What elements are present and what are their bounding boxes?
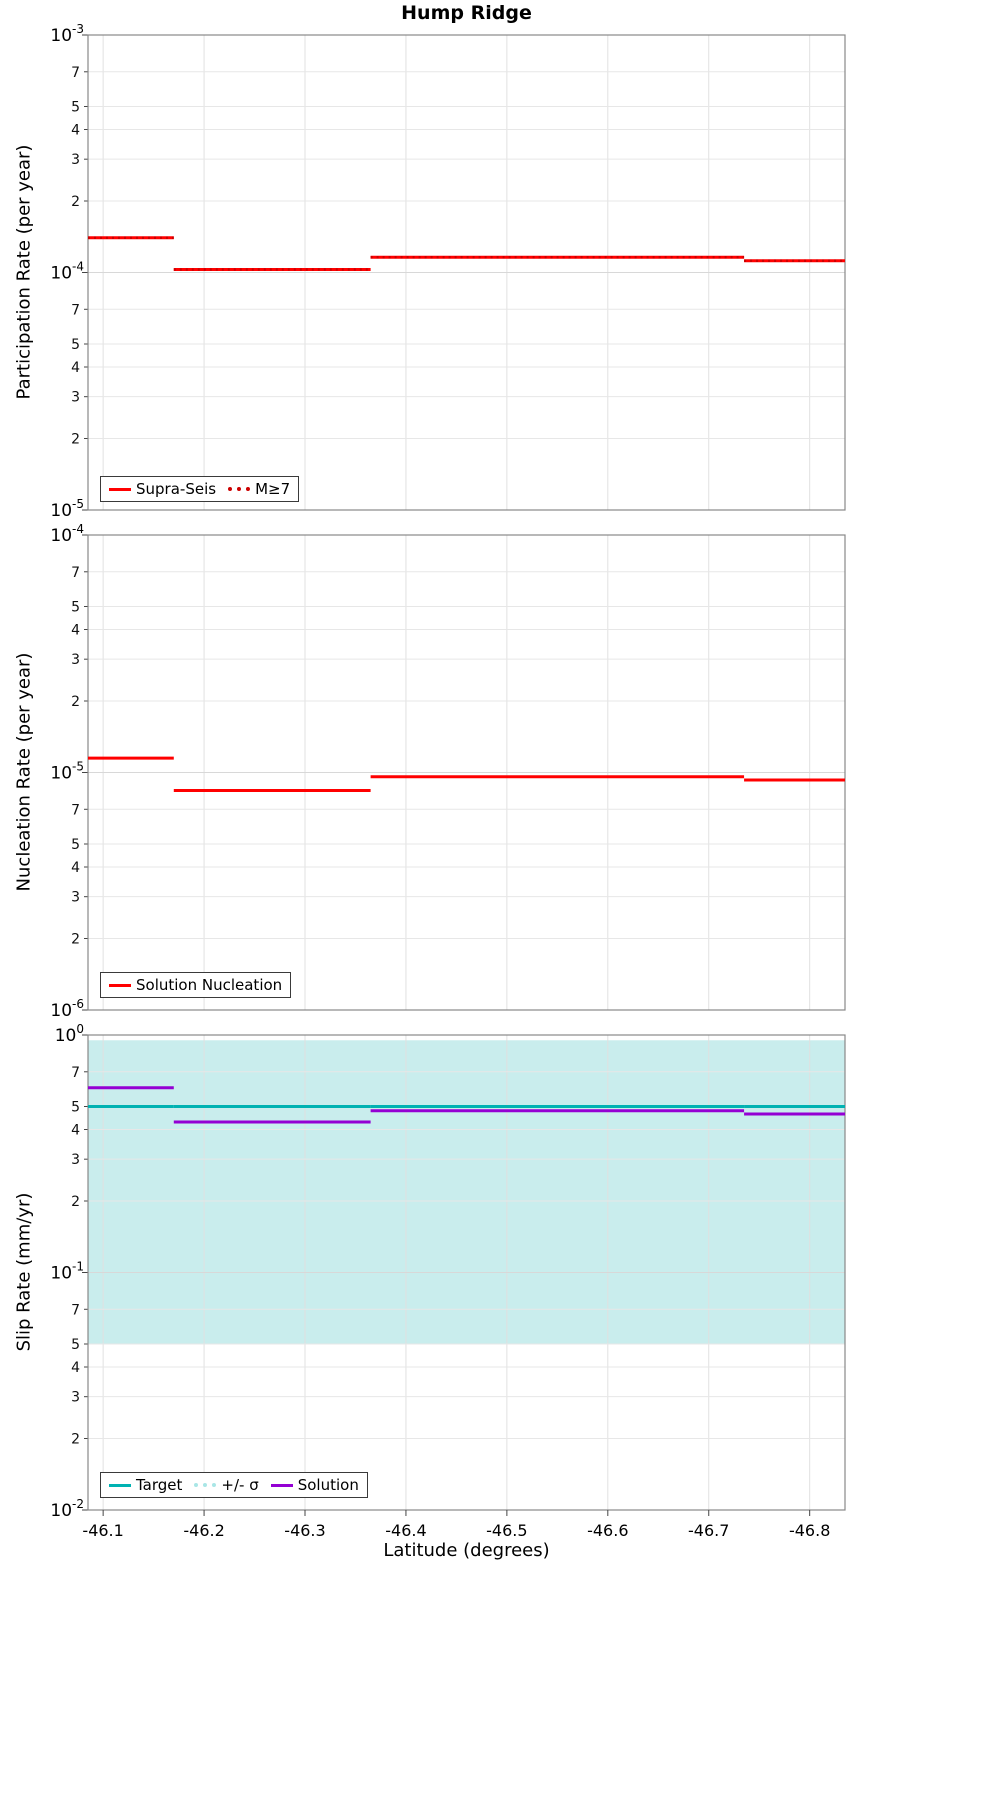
- legend-label-solution-nucleation: Solution Nucleation: [136, 976, 283, 994]
- y-minor-tick-label: 2: [71, 694, 80, 710]
- y-tick-label: 10-1: [50, 1260, 84, 1284]
- legend-item-target: Target: [109, 1476, 182, 1494]
- y-minor-tick-label: 2: [71, 1194, 80, 1210]
- y-tick-label: 10-5: [50, 497, 84, 521]
- solution-nucleation-line-sample: [109, 983, 131, 987]
- y-minor-tick-label: 7: [71, 1302, 80, 1318]
- y-minor-tick-label: 5: [71, 99, 80, 115]
- x-tick-label: -46.7: [688, 1521, 729, 1540]
- y-tick-label: 10-6: [50, 997, 84, 1021]
- y-minor-tick-label: 7: [71, 802, 80, 818]
- x-tick-label: -46.6: [587, 1521, 628, 1540]
- legend-label-supra-seis: Supra-Seis: [136, 480, 217, 498]
- y-tick-label: 100: [55, 1022, 84, 1046]
- y-minor-tick-label: 2: [71, 932, 80, 948]
- legend-item-m7: M≥7: [228, 480, 290, 498]
- y-tick-label: 10-3: [50, 22, 84, 46]
- y-tick-label: 10-4: [50, 522, 84, 546]
- y-minor-tick-label: 4: [71, 1123, 80, 1139]
- y-minor-tick-label: 7: [71, 65, 80, 81]
- y-tick-label: 10-4: [50, 260, 84, 284]
- legend-item-solution: Solution: [270, 1476, 359, 1494]
- y-minor-tick-label: 3: [71, 152, 80, 168]
- chart-title: Hump Ridge: [401, 2, 532, 24]
- y-minor-tick-label: 3: [71, 1390, 80, 1406]
- legend-label-target: Target: [136, 1476, 183, 1494]
- y-minor-tick-label: 3: [71, 1152, 80, 1168]
- y-minor-tick-label: 4: [71, 123, 80, 139]
- legend-item-solution-nucleation: Solution Nucleation: [109, 976, 282, 994]
- legend-label-sigma: +/- σ: [221, 1476, 259, 1494]
- legend-nucleation: Solution Nucleation: [100, 972, 292, 998]
- solution-line-sample: [270, 1483, 293, 1487]
- axis-frame: [87, 34, 846, 511]
- y-minor-tick-label: 2: [71, 1432, 80, 1448]
- y-minor-tick-label: 5: [71, 1337, 80, 1353]
- axis-frame: [87, 1034, 846, 1511]
- legend-item-supra-seis: Supra-Seis: [109, 480, 216, 498]
- y-axis-label-nucleation: Nucleation Rate (per year): [13, 652, 35, 892]
- m7-line-sample: [228, 487, 251, 491]
- y-minor-tick-label: 7: [71, 565, 80, 581]
- y-minor-tick-label: 4: [71, 860, 80, 876]
- y-minor-tick-label: 2: [71, 194, 80, 210]
- legend-participation: Supra-Seis M≥7: [100, 476, 300, 502]
- y-tick-label: 10-2: [50, 1497, 84, 1521]
- y-minor-tick-label: 5: [71, 337, 80, 353]
- y-minor-tick-label: 3: [71, 890, 80, 906]
- legend-label-solution: Solution: [297, 1476, 359, 1494]
- supra-seis-line-sample: [109, 487, 131, 491]
- y-minor-tick-label: 4: [71, 360, 80, 376]
- sigma-band-sample: [194, 1483, 217, 1487]
- legend-slip-rate: Target +/- σ Solution: [100, 1472, 368, 1498]
- y-minor-tick-label: 3: [71, 652, 80, 668]
- x-tick-label: -46.2: [183, 1521, 224, 1540]
- x-tick-label: -46.4: [385, 1521, 426, 1540]
- y-minor-tick-label: 5: [71, 599, 80, 615]
- y-axis-label-slip-rate: Slip Rate (mm/yr): [13, 1192, 35, 1352]
- x-tick-label: -46.3: [284, 1521, 325, 1540]
- y-minor-tick-label: 5: [71, 837, 80, 853]
- y-minor-tick-label: 5: [71, 1099, 80, 1115]
- y-minor-tick-label: 7: [71, 302, 80, 318]
- x-tick-label: -46.5: [486, 1521, 527, 1540]
- target-line-sample: [109, 1483, 131, 1487]
- y-tick-label: 10-5: [50, 760, 84, 784]
- legend-label-m7: M≥7: [255, 480, 291, 498]
- legend-item-sigma: +/- σ: [194, 1476, 259, 1494]
- x-tick-label: -46.8: [789, 1521, 830, 1540]
- sigma-band: [88, 1040, 845, 1344]
- x-tick-label: -46.1: [82, 1521, 123, 1540]
- y-minor-tick-label: 4: [71, 623, 80, 639]
- y-minor-tick-label: 7: [71, 1065, 80, 1081]
- y-axis-label-participation: Participation Rate (per year): [13, 144, 35, 400]
- y-minor-tick-label: 4: [71, 1360, 80, 1376]
- y-minor-tick-label: 3: [71, 390, 80, 406]
- y-minor-tick-label: 2: [71, 432, 80, 448]
- x-axis-label: Latitude (degrees): [383, 1540, 550, 1561]
- axis-frame: [87, 534, 846, 1011]
